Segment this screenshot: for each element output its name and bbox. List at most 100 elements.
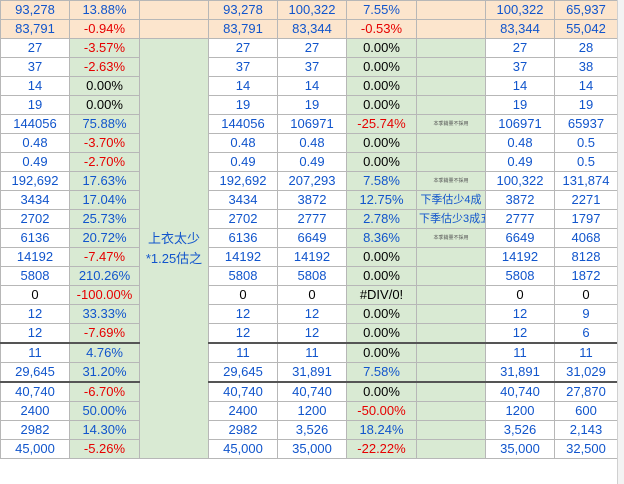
- sheet-cell[interactable]: 0.48: [208, 133, 278, 153]
- sheet-cell[interactable]: 37: [485, 57, 555, 77]
- sheet-cell[interactable]: [416, 266, 486, 286]
- sheet-cell[interactable]: 40,740: [485, 381, 555, 402]
- sheet-cell[interactable]: [416, 323, 486, 344]
- sheet-cell[interactable]: 2982: [208, 420, 278, 440]
- sheet-cell[interactable]: 0.00%: [346, 38, 417, 58]
- sheet-cell[interactable]: 27: [208, 38, 278, 58]
- sheet-cell[interactable]: 29,645: [0, 362, 70, 383]
- sheet-cell[interactable]: 0.00%: [346, 76, 417, 96]
- sheet-cell[interactable]: -2.63%: [69, 57, 140, 77]
- sheet-cell[interactable]: 0.48: [0, 133, 70, 153]
- sheet-cell[interactable]: 12: [208, 304, 278, 324]
- sheet-cell[interactable]: 0: [485, 285, 555, 305]
- sheet-cell[interactable]: 6136: [208, 228, 278, 248]
- sheet-cell[interactable]: 19: [554, 95, 618, 115]
- sheet-cell[interactable]: 5808: [277, 266, 347, 286]
- sheet-cell[interactable]: 0.00%: [346, 133, 417, 153]
- sheet-cell[interactable]: -7.47%: [69, 247, 140, 267]
- sheet-cell[interactable]: [139, 19, 209, 39]
- sheet-cell[interactable]: 19: [208, 95, 278, 115]
- sheet-cell[interactable]: 12: [277, 323, 347, 344]
- sheet-cell[interactable]: 2.78%: [346, 209, 417, 229]
- sheet-cell[interactable]: 210.26%: [69, 266, 140, 286]
- sheet-cell[interactable]: 6136: [0, 228, 70, 248]
- sheet-cell[interactable]: 14: [208, 76, 278, 96]
- sheet-cell[interactable]: 40,740: [208, 381, 278, 402]
- sheet-cell[interactable]: 19: [485, 95, 555, 115]
- sheet-cell[interactable]: 1200: [277, 401, 347, 421]
- sheet-cell[interactable]: 2777: [277, 209, 347, 229]
- sheet-cell[interactable]: 0.00%: [346, 152, 417, 172]
- sheet-cell[interactable]: -5.26%: [69, 439, 140, 459]
- sheet-cell[interactable]: 0.00%: [346, 95, 417, 115]
- sheet-cell[interactable]: -3.70%: [69, 133, 140, 153]
- sheet-cell[interactable]: -25.74%: [346, 114, 417, 134]
- sheet-cell[interactable]: 35,000: [485, 439, 555, 459]
- sheet-cell[interactable]: -3.57%: [69, 38, 140, 58]
- sheet-cell[interactable]: 28: [554, 38, 618, 58]
- sheet-cell[interactable]: 0: [0, 285, 70, 305]
- sheet-cell[interactable]: 14192: [0, 247, 70, 267]
- merged-note-cell[interactable]: 上衣太少 *1.25估之: [139, 38, 209, 459]
- sheet-cell[interactable]: 14192: [277, 247, 347, 267]
- sheet-cell[interactable]: [416, 381, 486, 402]
- sheet-cell[interactable]: 7.58%: [346, 362, 417, 383]
- sheet-cell[interactable]: #DIV/0!: [346, 285, 417, 305]
- sheet-cell[interactable]: 32,500: [554, 439, 618, 459]
- sheet-cell[interactable]: 106971: [277, 114, 347, 134]
- sheet-cell[interactable]: 11: [208, 342, 278, 363]
- sheet-cell[interactable]: 93,278: [0, 0, 70, 20]
- sheet-cell[interactable]: 83,344: [277, 19, 347, 39]
- sheet-cell[interactable]: 0.00%: [346, 304, 417, 324]
- sheet-cell[interactable]: -100.00%: [69, 285, 140, 305]
- sheet-cell[interactable]: 93,278: [208, 0, 278, 20]
- sheet-cell[interactable]: 0.5: [554, 133, 618, 153]
- sheet-cell[interactable]: 192,692: [0, 171, 70, 191]
- sheet-cell[interactable]: 4068: [554, 228, 618, 248]
- sheet-cell[interactable]: 29,645: [208, 362, 278, 383]
- sheet-cell[interactable]: 14: [485, 76, 555, 96]
- sheet-cell[interactable]: 50.00%: [69, 401, 140, 421]
- sheet-cell[interactable]: 83,344: [485, 19, 555, 39]
- sheet-cell[interactable]: 3434: [0, 190, 70, 210]
- sheet-cell[interactable]: 0.00%: [346, 381, 417, 402]
- sheet-cell[interactable]: 3,526: [485, 420, 555, 440]
- sheet-cell[interactable]: 207,293: [277, 171, 347, 191]
- sheet-cell[interactable]: 3434: [208, 190, 278, 210]
- sheet-cell[interactable]: 192,692: [208, 171, 278, 191]
- sheet-cell[interactable]: 144056: [0, 114, 70, 134]
- sheet-cell[interactable]: 65,937: [554, 0, 618, 20]
- sheet-cell[interactable]: 33.33%: [69, 304, 140, 324]
- sheet-cell[interactable]: 83,791: [0, 19, 70, 39]
- sheet-cell[interactable]: 45,000: [208, 439, 278, 459]
- sheet-cell[interactable]: [416, 152, 486, 172]
- sheet-cell[interactable]: 11: [554, 342, 618, 363]
- sheet-cell[interactable]: 0.48: [485, 133, 555, 153]
- sheet-cell[interactable]: 3,526: [277, 420, 347, 440]
- sheet-cell[interactable]: [416, 133, 486, 153]
- sheet-cell[interactable]: -2.70%: [69, 152, 140, 172]
- sheet-cell[interactable]: 25.73%: [69, 209, 140, 229]
- sheet-cell[interactable]: 12: [277, 304, 347, 324]
- sheet-cell[interactable]: 3872: [277, 190, 347, 210]
- sheet-cell[interactable]: 75.88%: [69, 114, 140, 134]
- sheet-cell[interactable]: 100,322: [485, 0, 555, 20]
- sheet-cell[interactable]: 5808: [485, 266, 555, 286]
- sheet-cell[interactable]: [416, 420, 486, 440]
- sheet-cell[interactable]: 7.58%: [346, 171, 417, 191]
- sheet-cell[interactable]: 12: [208, 323, 278, 344]
- sheet-cell[interactable]: 40,740: [277, 381, 347, 402]
- sheet-cell[interactable]: 11: [485, 342, 555, 363]
- sheet-cell[interactable]: 27: [0, 38, 70, 58]
- sheet-cell[interactable]: 8128: [554, 247, 618, 267]
- sheet-cell[interactable]: 37: [0, 57, 70, 77]
- sheet-cell[interactable]: 0.5: [554, 152, 618, 172]
- sheet-cell[interactable]: 本季銷量不採用: [416, 171, 486, 191]
- sheet-cell[interactable]: 本季銷量不採用: [416, 114, 486, 134]
- sheet-cell[interactable]: 14: [0, 76, 70, 96]
- sheet-cell[interactable]: [416, 304, 486, 324]
- sheet-cell[interactable]: 0.00%: [346, 247, 417, 267]
- sheet-cell[interactable]: [416, 285, 486, 305]
- sheet-cell[interactable]: 14: [277, 76, 347, 96]
- sheet-cell[interactable]: 45,000: [0, 439, 70, 459]
